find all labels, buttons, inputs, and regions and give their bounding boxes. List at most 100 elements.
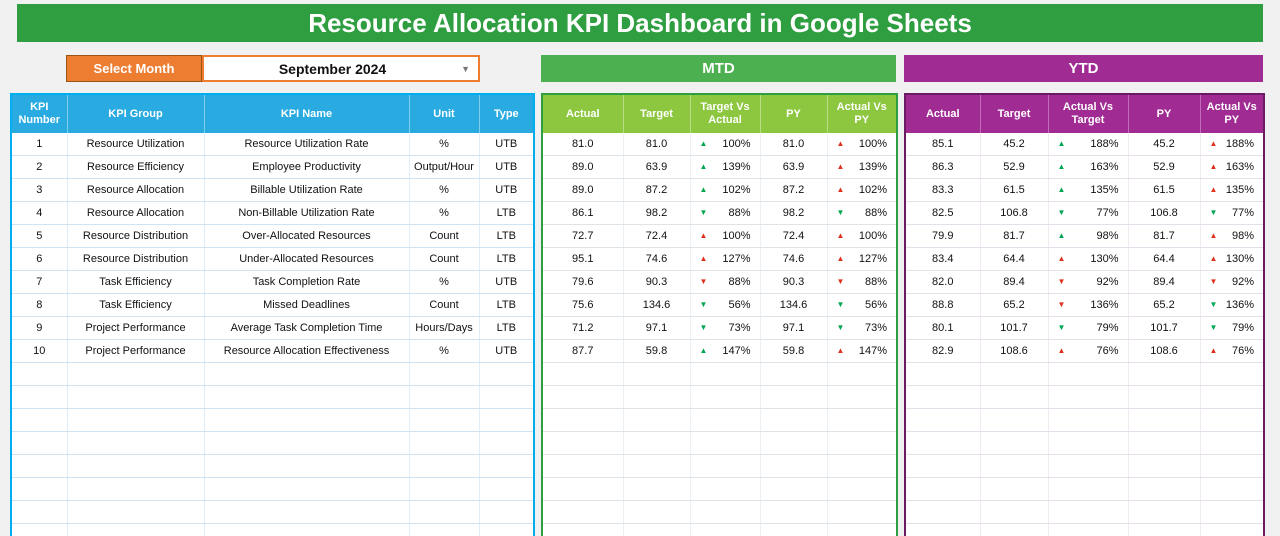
empty-cell[interactable] bbox=[623, 408, 691, 432]
kpi-number-cell[interactable]: 2 bbox=[11, 155, 68, 179]
empty-cell[interactable] bbox=[980, 500, 1049, 524]
kpi-name-cell[interactable]: Non-Billable Utilization Rate bbox=[204, 201, 410, 225]
mtd-py-cell[interactable]: 72.4 bbox=[760, 224, 828, 248]
empty-cell[interactable] bbox=[1128, 431, 1201, 455]
empty-cell[interactable] bbox=[11, 500, 68, 524]
ytd-actual-cell[interactable]: 82.9 bbox=[905, 339, 981, 363]
ytd-target-cell[interactable]: 61.5 bbox=[980, 178, 1049, 202]
kpi-group-cell[interactable]: Resource Efficiency bbox=[67, 155, 205, 179]
kpi-number-cell[interactable]: 6 bbox=[11, 247, 68, 271]
empty-cell[interactable] bbox=[760, 523, 828, 536]
ytd-actual-vs-target-cell[interactable]: ▲ 135% bbox=[1048, 178, 1129, 202]
kpi-group-cell[interactable]: Task Efficiency bbox=[67, 270, 205, 294]
select-month-button[interactable]: Select Month bbox=[66, 55, 202, 82]
ytd-actual-vs-py-cell[interactable]: ▼ 92% bbox=[1200, 270, 1264, 294]
empty-cell[interactable] bbox=[479, 385, 534, 409]
empty-cell[interactable] bbox=[1200, 362, 1264, 386]
unit-cell[interactable]: % bbox=[409, 270, 480, 294]
empty-cell[interactable] bbox=[479, 454, 534, 478]
ytd-actual-vs-py-cell[interactable]: ▼ 77% bbox=[1200, 201, 1264, 225]
ytd-py-cell[interactable]: 108.6 bbox=[1128, 339, 1201, 363]
empty-cell[interactable] bbox=[690, 477, 761, 501]
ytd-target-cell[interactable]: 45.2 bbox=[980, 133, 1049, 156]
kpi-number-cell[interactable]: 7 bbox=[11, 270, 68, 294]
ytd-actual-vs-target-cell[interactable]: ▼ 136% bbox=[1048, 293, 1129, 317]
mtd-actual-cell[interactable]: 81.0 bbox=[542, 133, 624, 156]
ytd-actual-cell[interactable]: 83.4 bbox=[905, 247, 981, 271]
mtd-actual-cell[interactable]: 71.2 bbox=[542, 316, 624, 340]
ytd-py-cell[interactable]: 61.5 bbox=[1128, 178, 1201, 202]
mtd-target-cell[interactable]: 81.0 bbox=[623, 133, 691, 156]
mtd-py-cell[interactable]: 63.9 bbox=[760, 155, 828, 179]
empty-cell[interactable] bbox=[409, 385, 480, 409]
ytd-py-cell[interactable]: 101.7 bbox=[1128, 316, 1201, 340]
empty-cell[interactable] bbox=[409, 408, 480, 432]
mtd-py-cell[interactable]: 87.2 bbox=[760, 178, 828, 202]
empty-cell[interactable] bbox=[905, 362, 981, 386]
empty-cell[interactable] bbox=[690, 385, 761, 409]
empty-cell[interactable] bbox=[623, 454, 691, 478]
mtd-target-vs-actual-cell[interactable]: ▲ 127% bbox=[690, 247, 761, 271]
empty-cell[interactable] bbox=[623, 523, 691, 536]
ytd-actual-vs-target-cell[interactable]: ▲ 98% bbox=[1048, 224, 1129, 248]
ytd-py-cell[interactable]: 65.2 bbox=[1128, 293, 1201, 317]
mtd-actual-cell[interactable]: 95.1 bbox=[542, 247, 624, 271]
mtd-target-vs-actual-cell[interactable]: ▼ 88% bbox=[690, 270, 761, 294]
ytd-target-cell[interactable]: 64.4 bbox=[980, 247, 1049, 271]
empty-cell[interactable] bbox=[542, 477, 624, 501]
type-cell[interactable]: LTB bbox=[479, 316, 534, 340]
kpi-number-cell[interactable]: 10 bbox=[11, 339, 68, 363]
kpi-group-cell[interactable]: Resource Distribution bbox=[67, 247, 205, 271]
kpi-number-cell[interactable]: 5 bbox=[11, 224, 68, 248]
empty-cell[interactable] bbox=[827, 500, 897, 524]
empty-cell[interactable] bbox=[980, 454, 1049, 478]
empty-cell[interactable] bbox=[11, 431, 68, 455]
ytd-actual-vs-py-cell[interactable]: ▲ 130% bbox=[1200, 247, 1264, 271]
empty-cell[interactable] bbox=[827, 431, 897, 455]
empty-cell[interactable] bbox=[542, 523, 624, 536]
empty-cell[interactable] bbox=[760, 477, 828, 501]
empty-cell[interactable] bbox=[204, 477, 410, 501]
empty-cell[interactable] bbox=[204, 431, 410, 455]
empty-cell[interactable] bbox=[1128, 500, 1201, 524]
empty-cell[interactable] bbox=[623, 500, 691, 524]
empty-cell[interactable] bbox=[479, 477, 534, 501]
mtd-py-cell[interactable]: 59.8 bbox=[760, 339, 828, 363]
ytd-actual-cell[interactable]: 80.1 bbox=[905, 316, 981, 340]
type-cell[interactable]: LTB bbox=[479, 224, 534, 248]
empty-cell[interactable] bbox=[980, 431, 1049, 455]
mtd-target-vs-actual-cell[interactable]: ▼ 88% bbox=[690, 201, 761, 225]
empty-cell[interactable] bbox=[67, 385, 205, 409]
mtd-actual-vs-py-cell[interactable]: ▲ 139% bbox=[827, 155, 897, 179]
empty-cell[interactable] bbox=[623, 431, 691, 455]
type-cell[interactable]: LTB bbox=[479, 247, 534, 271]
mtd-target-vs-actual-cell[interactable]: ▲ 147% bbox=[690, 339, 761, 363]
ytd-actual-vs-py-cell[interactable]: ▲ 188% bbox=[1200, 133, 1264, 156]
empty-cell[interactable] bbox=[479, 431, 534, 455]
empty-cell[interactable] bbox=[905, 523, 981, 536]
empty-cell[interactable] bbox=[11, 385, 68, 409]
empty-cell[interactable] bbox=[204, 523, 410, 536]
type-cell[interactable]: UTB bbox=[479, 133, 534, 156]
empty-cell[interactable] bbox=[690, 523, 761, 536]
mtd-actual-vs-py-cell[interactable]: ▲ 127% bbox=[827, 247, 897, 271]
kpi-name-cell[interactable]: Average Task Completion Time bbox=[204, 316, 410, 340]
ytd-py-cell[interactable]: 64.4 bbox=[1128, 247, 1201, 271]
empty-cell[interactable] bbox=[1128, 477, 1201, 501]
empty-cell[interactable] bbox=[980, 385, 1049, 409]
mtd-actual-vs-py-cell[interactable]: ▲ 100% bbox=[827, 224, 897, 248]
mtd-py-cell[interactable]: 90.3 bbox=[760, 270, 828, 294]
empty-cell[interactable] bbox=[1200, 454, 1264, 478]
mtd-target-vs-actual-cell[interactable]: ▲ 102% bbox=[690, 178, 761, 202]
unit-cell[interactable]: Count bbox=[409, 247, 480, 271]
mtd-target-vs-actual-cell[interactable]: ▲ 139% bbox=[690, 155, 761, 179]
empty-cell[interactable] bbox=[760, 408, 828, 432]
mtd-py-cell[interactable]: 74.6 bbox=[760, 247, 828, 271]
empty-cell[interactable] bbox=[1048, 408, 1129, 432]
empty-cell[interactable] bbox=[905, 477, 981, 501]
mtd-target-cell[interactable]: 87.2 bbox=[623, 178, 691, 202]
ytd-actual-cell[interactable]: 79.9 bbox=[905, 224, 981, 248]
unit-cell[interactable]: Output/Hour bbox=[409, 155, 480, 179]
kpi-group-cell[interactable]: Resource Distribution bbox=[67, 224, 205, 248]
kpi-name-cell[interactable]: Employee Productivity bbox=[204, 155, 410, 179]
